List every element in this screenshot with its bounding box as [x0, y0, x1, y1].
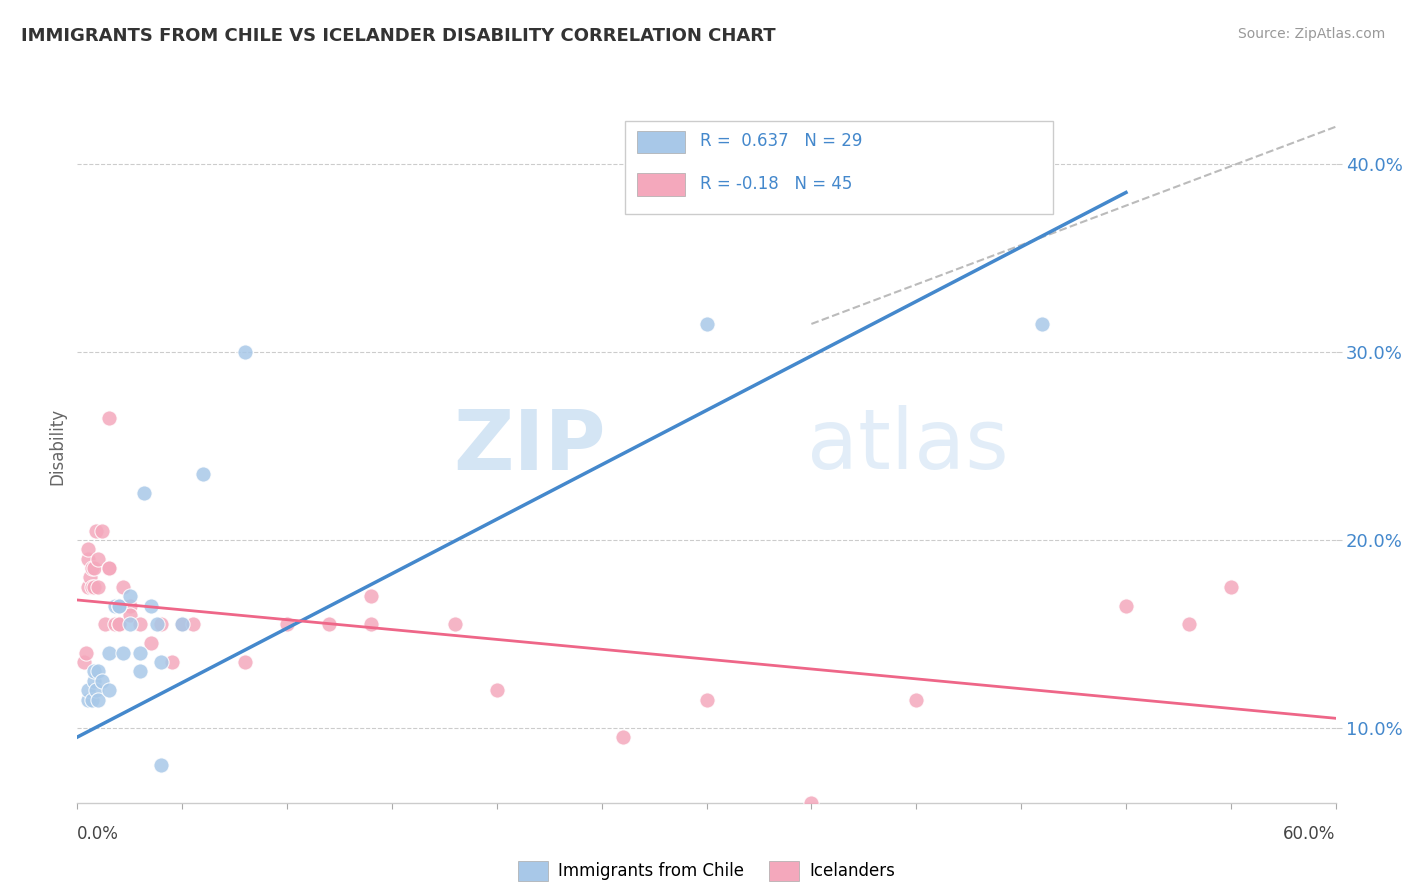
Point — [160, 655, 183, 669]
Point — [612, 730, 634, 744]
Point — [97, 646, 120, 660]
Point — [97, 410, 120, 425]
Point — [134, 486, 156, 500]
Point — [1031, 317, 1053, 331]
Point — [318, 617, 340, 632]
Point — [87, 580, 110, 594]
Point — [181, 617, 204, 632]
Point — [76, 692, 98, 706]
Point — [87, 665, 110, 679]
Point — [139, 636, 162, 650]
Point — [129, 617, 152, 632]
Point — [150, 655, 173, 669]
Point — [112, 646, 135, 660]
Point — [696, 317, 718, 331]
Point — [87, 551, 110, 566]
Point — [75, 646, 97, 660]
Point — [800, 796, 823, 810]
Point — [129, 665, 152, 679]
Point — [118, 617, 141, 632]
Point — [79, 570, 101, 584]
Point — [360, 589, 382, 603]
Point — [104, 599, 127, 613]
Point — [76, 580, 98, 594]
FancyBboxPatch shape — [637, 173, 685, 196]
Point — [97, 683, 120, 698]
Text: Source: ZipAtlas.com: Source: ZipAtlas.com — [1237, 27, 1385, 41]
Point — [444, 617, 467, 632]
Text: R =  0.637   N = 29: R = 0.637 N = 29 — [700, 132, 863, 150]
Point — [83, 673, 105, 688]
Y-axis label: Disability: Disability — [48, 408, 66, 484]
Point — [1115, 599, 1137, 613]
Text: R = -0.18   N = 45: R = -0.18 N = 45 — [700, 175, 852, 193]
Point — [72, 655, 94, 669]
Point — [233, 655, 256, 669]
Point — [696, 692, 718, 706]
Point — [150, 617, 173, 632]
Text: atlas: atlas — [807, 406, 1010, 486]
Point — [108, 599, 131, 613]
Point — [905, 692, 928, 706]
Text: 0.0%: 0.0% — [77, 825, 120, 843]
Point — [87, 692, 110, 706]
Point — [233, 345, 256, 359]
Legend: Immigrants from Chile, Icelanders: Immigrants from Chile, Icelanders — [512, 855, 901, 888]
FancyBboxPatch shape — [637, 130, 685, 153]
Point — [191, 467, 215, 482]
Point — [118, 599, 141, 613]
Point — [1219, 580, 1241, 594]
Point — [129, 646, 152, 660]
Point — [485, 683, 508, 698]
Point — [146, 617, 169, 632]
Point — [108, 617, 131, 632]
Point — [91, 673, 114, 688]
Text: IMMIGRANTS FROM CHILE VS ICELANDER DISABILITY CORRELATION CHART: IMMIGRANTS FROM CHILE VS ICELANDER DISAB… — [21, 27, 776, 45]
Point — [83, 580, 105, 594]
Point — [83, 561, 105, 575]
Point — [76, 551, 98, 566]
Point — [360, 617, 382, 632]
FancyBboxPatch shape — [624, 121, 1053, 214]
Point — [84, 683, 107, 698]
Point — [118, 589, 141, 603]
Point — [112, 580, 135, 594]
Point — [1178, 617, 1201, 632]
Point — [118, 607, 141, 622]
Point — [108, 599, 131, 613]
Point — [83, 665, 105, 679]
Point — [84, 524, 107, 538]
Point — [150, 758, 173, 772]
Point — [97, 561, 120, 575]
Point — [80, 580, 103, 594]
Point — [108, 599, 131, 613]
Point — [76, 542, 98, 557]
Point — [172, 617, 194, 632]
Point — [139, 599, 162, 613]
Point — [276, 617, 298, 632]
Point — [97, 561, 120, 575]
Point — [104, 617, 127, 632]
Point — [108, 617, 131, 632]
Point — [80, 692, 103, 706]
Text: 60.0%: 60.0% — [1284, 825, 1336, 843]
Point — [80, 561, 103, 575]
Point — [91, 524, 114, 538]
Point — [93, 617, 115, 632]
Text: ZIP: ZIP — [453, 406, 606, 486]
Point — [76, 683, 98, 698]
Point — [172, 617, 194, 632]
